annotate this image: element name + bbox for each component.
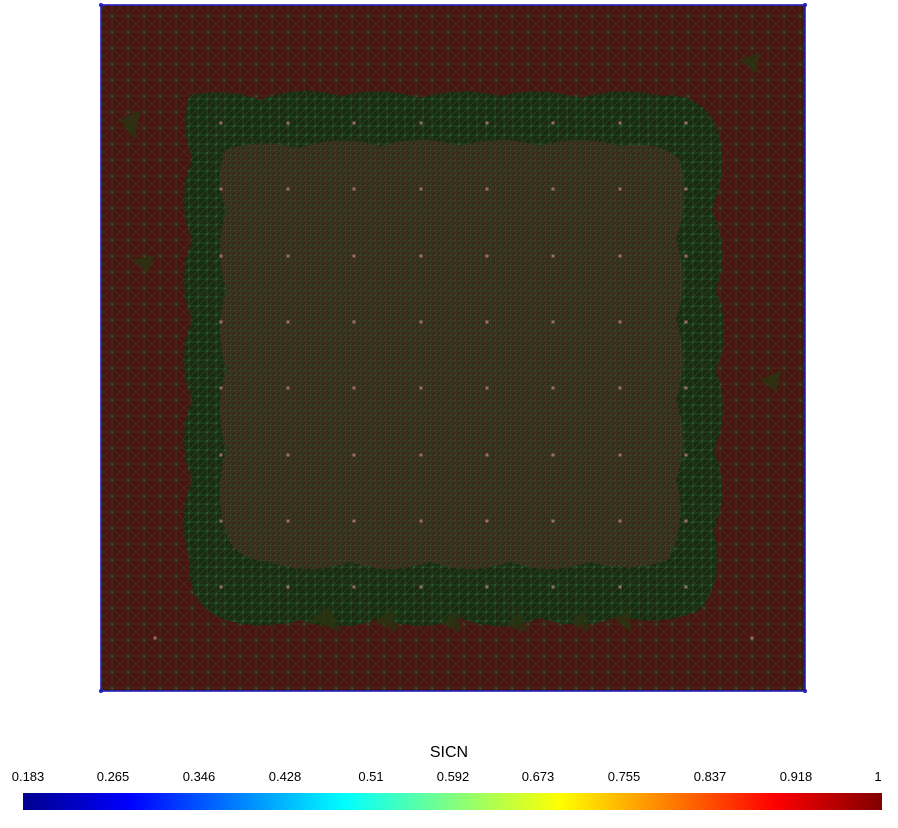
embedded-point [684, 453, 688, 457]
colorbar-tick: 0.346 [182, 769, 216, 784]
embedded-point [219, 519, 223, 523]
embedded-point [684, 519, 688, 523]
mesh-dark-patches [120, 52, 782, 632]
colorbar-gradient [23, 793, 882, 810]
domain-boundary [100, 4, 806, 692]
colorbar-tick: 0.265 [96, 769, 130, 784]
colorbar-tick: 0.51 [358, 769, 384, 784]
embedded-point [352, 519, 356, 523]
embedded-point [352, 320, 356, 324]
embedded-point [684, 386, 688, 390]
embedded-point [286, 453, 290, 457]
embedded-point [286, 519, 290, 523]
embedded-point [618, 187, 622, 191]
colorbar: SICN 0.183 0.265 0.346 0.428 0.51 0.592 … [0, 730, 898, 828]
embedded-point [551, 320, 555, 324]
colorbar-tick: 0.428 [268, 769, 302, 784]
embedded-point [485, 320, 489, 324]
embedded-point [684, 320, 688, 324]
embedded-point [485, 585, 489, 589]
embedded-point [219, 453, 223, 457]
embedded-point [618, 254, 622, 258]
embedded-point [352, 254, 356, 258]
embedded-point [618, 453, 622, 457]
colorbar-tick: 0.755 [607, 769, 641, 784]
colorbar-tick: 0.673 [521, 769, 555, 784]
embedded-point [419, 187, 423, 191]
embedded-point [684, 121, 688, 125]
embedded-point [419, 386, 423, 390]
colorbar-tick: 0.918 [779, 769, 813, 784]
embedded-point [219, 320, 223, 324]
embedded-point [551, 453, 555, 457]
embedded-point [485, 519, 489, 523]
embedded-point [219, 254, 223, 258]
embedded-point [219, 585, 223, 589]
embedded-point [352, 585, 356, 589]
colorbar-tick: 0.183 [11, 769, 45, 784]
embedded-point [485, 453, 489, 457]
embedded-point [618, 121, 622, 125]
embedded-point [219, 386, 223, 390]
embedded-point-markers [153, 121, 754, 640]
embedded-point [419, 121, 423, 125]
embedded-point [485, 386, 489, 390]
colorbar-tick: 0.837 [693, 769, 727, 784]
embedded-point [352, 386, 356, 390]
mesh-inner-edges [219, 140, 685, 569]
embedded-point [618, 386, 622, 390]
embedded-point [153, 636, 157, 640]
embedded-point [684, 187, 688, 191]
embedded-point [419, 585, 423, 589]
embedded-point [352, 453, 356, 457]
embedded-point [352, 121, 356, 125]
embedded-point [551, 121, 555, 125]
embedded-point [618, 519, 622, 523]
embedded-point [286, 585, 290, 589]
embedded-point [684, 585, 688, 589]
mesh-view [99, 3, 807, 693]
embedded-point [219, 187, 223, 191]
colorbar-tick: 1 [874, 769, 882, 784]
colorbar-ticks: 0.183 0.265 0.346 0.428 0.51 0.592 0.673… [0, 769, 898, 789]
embedded-point [352, 187, 356, 191]
embedded-point [485, 121, 489, 125]
embedded-point [286, 386, 290, 390]
colorbar-tick: 0.592 [436, 769, 470, 784]
embedded-point [286, 320, 290, 324]
embedded-point [419, 254, 423, 258]
colorbar-title: SICN [429, 744, 469, 761]
embedded-point [750, 636, 754, 640]
embedded-point [684, 254, 688, 258]
embedded-point [618, 320, 622, 324]
embedded-point [485, 254, 489, 258]
embedded-point [551, 519, 555, 523]
embedded-point [551, 386, 555, 390]
embedded-point [286, 254, 290, 258]
embedded-point [419, 320, 423, 324]
embedded-point [551, 585, 555, 589]
embedded-point [419, 519, 423, 523]
embedded-point [551, 187, 555, 191]
embedded-point [419, 453, 423, 457]
embedded-point [219, 121, 223, 125]
corner-vertices [99, 3, 807, 693]
embedded-point [485, 187, 489, 191]
embedded-point [286, 121, 290, 125]
embedded-point [618, 585, 622, 589]
embedded-point [551, 254, 555, 258]
embedded-point [286, 187, 290, 191]
